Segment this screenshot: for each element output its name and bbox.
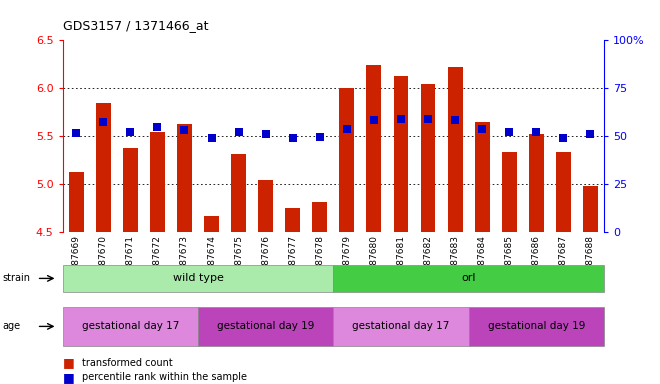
Bar: [502, 152, 517, 232]
Point: [422, 116, 433, 122]
Text: gestational day 19: gestational day 19: [217, 321, 314, 331]
Text: GDS3157 / 1371466_at: GDS3157 / 1371466_at: [63, 19, 208, 32]
Text: percentile rank within the sample: percentile rank within the sample: [82, 372, 248, 382]
Point: [71, 131, 82, 137]
Text: gestational day 17: gestational day 17: [82, 321, 179, 331]
FancyBboxPatch shape: [333, 265, 604, 292]
Point: [504, 129, 515, 135]
Text: age: age: [3, 321, 20, 331]
Bar: [420, 84, 436, 232]
Text: gestational day 19: gestational day 19: [488, 321, 585, 331]
Bar: [393, 76, 409, 232]
Bar: [150, 131, 165, 232]
Point: [152, 124, 162, 130]
Point: [342, 126, 352, 132]
Bar: [339, 88, 354, 232]
Bar: [204, 216, 219, 232]
Point: [368, 117, 379, 123]
Bar: [366, 65, 381, 232]
Point: [206, 135, 216, 141]
Point: [558, 135, 568, 141]
FancyBboxPatch shape: [469, 307, 604, 346]
Bar: [258, 180, 273, 232]
Bar: [312, 202, 327, 232]
FancyBboxPatch shape: [333, 307, 469, 346]
Bar: [123, 148, 138, 232]
Point: [234, 129, 244, 135]
Point: [477, 126, 487, 132]
Point: [531, 129, 541, 135]
Bar: [475, 122, 490, 232]
Point: [395, 116, 406, 122]
Bar: [69, 172, 84, 232]
FancyBboxPatch shape: [63, 307, 198, 346]
Point: [585, 131, 595, 137]
Point: [98, 119, 108, 125]
Bar: [556, 152, 571, 232]
Text: ■: ■: [63, 371, 75, 384]
Bar: [285, 208, 300, 232]
Text: wild type: wild type: [172, 273, 224, 283]
FancyBboxPatch shape: [198, 307, 333, 346]
Bar: [231, 154, 246, 232]
Bar: [177, 124, 192, 232]
Point: [287, 135, 298, 141]
Point: [450, 117, 461, 123]
Bar: [447, 67, 463, 232]
Point: [260, 131, 271, 137]
Text: transformed count: transformed count: [82, 358, 173, 368]
Point: [314, 134, 325, 141]
Bar: [96, 103, 111, 232]
Point: [179, 126, 190, 132]
Point: [125, 129, 136, 135]
Bar: [529, 134, 544, 232]
Text: strain: strain: [3, 273, 30, 283]
Text: gestational day 17: gestational day 17: [352, 321, 449, 331]
Bar: [583, 186, 598, 232]
FancyBboxPatch shape: [63, 265, 333, 292]
Text: ■: ■: [63, 356, 75, 369]
Text: orl: orl: [461, 273, 476, 283]
